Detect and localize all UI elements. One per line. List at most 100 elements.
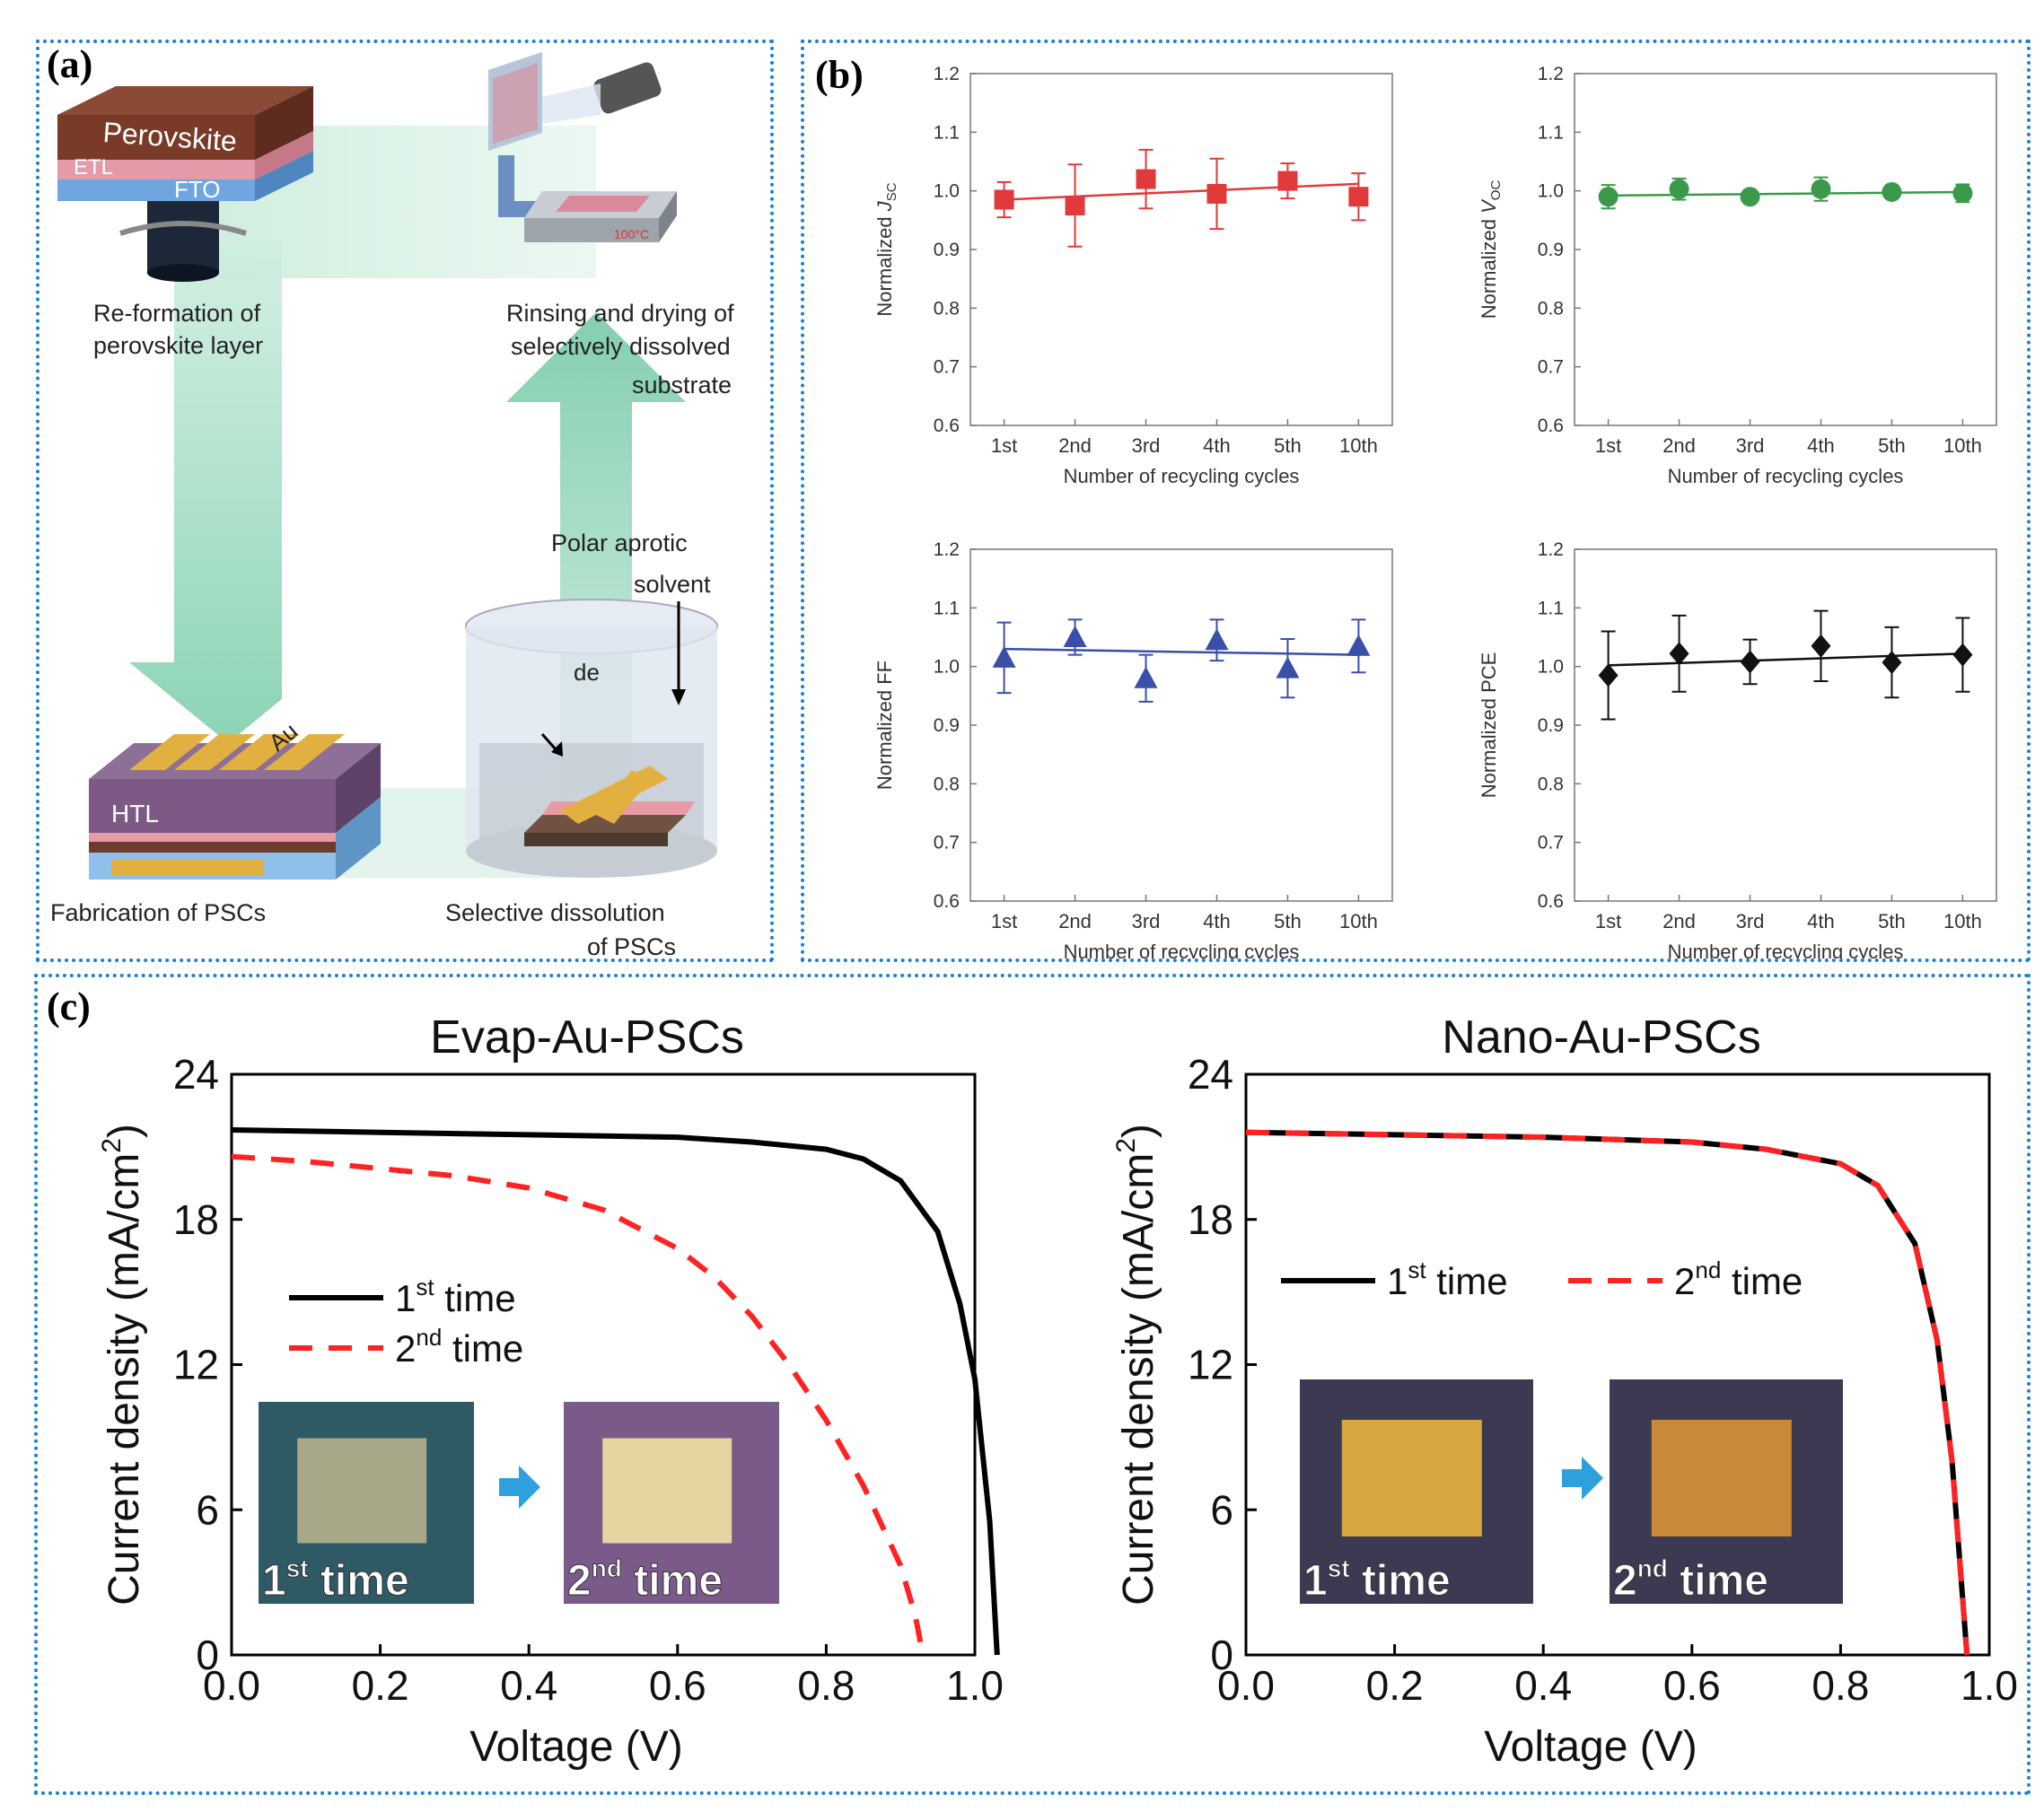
data-point <box>1206 183 1227 204</box>
data-point <box>1882 181 1902 202</box>
chart-pce: 0.6 0.7 0.8 0.9 1.0 1.1 1.2 1st 2nd 3rd 4th 5th 10th… <box>1478 539 1997 959</box>
y-axis-label: Current density (mA/cm2) <box>97 1124 148 1606</box>
data-point <box>1347 634 1371 656</box>
y-tick-label: 1.1 <box>934 598 960 618</box>
plot-frame <box>969 73 1393 426</box>
y-tick-label: 0.8 <box>934 774 960 794</box>
y-tick-label: 18 <box>173 1196 219 1243</box>
rinse-text-1: Rinsing and drying of <box>506 300 734 327</box>
y-tick-label: 1.1 <box>934 122 960 143</box>
x-tick-label: 3rd <box>1736 434 1765 457</box>
up-flow-arrow <box>506 312 686 815</box>
psc-device: HTL Au <box>89 717 381 880</box>
x-tick-label: 0.6 <box>1663 1662 1721 1709</box>
plot-frame <box>969 548 1393 902</box>
x-axis-label: Number of recycling cycles <box>1064 465 1300 487</box>
photo-caption: 1st time <box>1303 1554 1451 1605</box>
data-point <box>1598 187 1619 207</box>
x-tick-label: 10th <box>1943 910 1982 932</box>
x-tick-label: 3rd <box>1132 910 1161 932</box>
photo-electrode <box>1341 1420 1482 1536</box>
recycling-charts: 0.6 0.7 0.8 0.9 1.0 1.1 1.2 1st 2nd 3rd 4th 5th 10th… <box>873 64 1997 959</box>
y-tick-label: 1.2 <box>1538 64 1564 84</box>
y-tick-label: 1.1 <box>1538 122 1564 143</box>
series-line-2 <box>231 1153 926 1656</box>
x-axis-label: Number of recycling cycles <box>1668 941 1904 959</box>
y-tick-label: 1.0 <box>1538 657 1564 678</box>
x-tick-label: 10th <box>1339 910 1378 932</box>
y-tick-label: 1.2 <box>934 64 960 84</box>
data-point <box>1136 169 1156 189</box>
data-point <box>1811 634 1831 658</box>
y-axis-label: Normalized JSC <box>873 182 899 316</box>
x-tick-label: 2nd <box>1058 434 1092 457</box>
y-tick-label: 24 <box>1188 1051 1233 1098</box>
x-axis-label: Number of recycling cycles <box>1064 941 1300 959</box>
chart-title: Evap-Au-PSCs <box>430 1011 744 1064</box>
y-tick-label: 0 <box>1210 1632 1233 1678</box>
device-photo: 2nd time <box>564 1402 779 1606</box>
data-point <box>1669 642 1689 666</box>
photo-caption: 2nd time <box>1613 1554 1768 1605</box>
plot-frame <box>1574 548 1997 902</box>
photo-electrode <box>297 1438 427 1544</box>
y-tick-label: 0.9 <box>934 240 960 260</box>
x-tick-label: 5th <box>1878 910 1906 932</box>
x-tick-label: 0.8 <box>797 1662 855 1709</box>
x-tick-label: 1st <box>991 910 1017 932</box>
data-point <box>1811 179 1831 199</box>
series-line-1 <box>231 1127 1000 1656</box>
chart-nano: Nano-Au-PSCs 0.0 0.2 0.4 0.6 0.8 1.0 0 6 12 18 24 Vo… <box>1111 1011 2018 1771</box>
fit-line <box>1608 190 1963 197</box>
x-tick-label: 3rd <box>1132 434 1161 457</box>
fit-line <box>1004 647 1359 656</box>
x-tick-label: 1.0 <box>1961 1662 2018 1709</box>
data-point <box>1882 651 1902 675</box>
x-axis-label: Number of recycling cycles <box>1668 465 1904 487</box>
y-tick-label: 24 <box>173 1051 219 1098</box>
fit-line <box>1608 652 1963 667</box>
y-tick-label: 0.6 <box>934 416 960 436</box>
chart-title: Nano-Au-PSCs <box>1442 1011 1760 1064</box>
x-tick-label: 2nd <box>1662 910 1696 932</box>
solvent-beaker: de <box>465 599 718 878</box>
reform-text-2: perovskite layer <box>93 332 263 359</box>
x-tick-label: 4th <box>1203 910 1231 932</box>
solvent-text-1: Polar aprotic <box>551 530 688 556</box>
perovskite-stack: Perovskite ETL FTO <box>57 86 313 282</box>
fit-line <box>1004 182 1359 201</box>
data-point <box>1598 663 1619 687</box>
temperature-label: 100°C <box>614 227 649 241</box>
x-tick-label: 0.4 <box>1514 1662 1572 1709</box>
x-tick-label: 10th <box>1943 434 1982 457</box>
x-tick-label: 1.0 <box>946 1662 1004 1709</box>
legend-label: 1st time <box>395 1274 516 1319</box>
x-axis-label: Voltage (V) <box>469 1723 682 1771</box>
panel-c-label: (c) <box>47 985 91 1029</box>
panel-a-label: (a) <box>47 42 93 86</box>
rinse-text-3: substrate <box>632 372 732 398</box>
chart-voc: 0.6 0.7 0.8 0.9 1.0 1.1 1.2 1st 2nd 3rd 4th 5th 10th… <box>1478 64 1997 487</box>
device-photo: 1st time <box>1300 1379 1533 1606</box>
reform-text-1: Re-formation of <box>93 300 261 327</box>
y-tick-label: 0.7 <box>934 833 960 853</box>
legend-label: 2nd time <box>1674 1256 1803 1302</box>
x-axis-label: Voltage (V) <box>1484 1723 1697 1771</box>
data-point <box>1134 666 1158 688</box>
device-photo: 1st time <box>259 1402 474 1606</box>
data-point <box>1740 650 1760 674</box>
fto-label: FTO <box>174 176 221 203</box>
photo-arrow <box>1562 1457 1603 1500</box>
y-tick-label: 0.9 <box>1538 240 1564 260</box>
photo-electrode <box>1651 1420 1792 1536</box>
y-tick-label: 1.0 <box>934 181 960 202</box>
partial-label: de <box>574 659 600 686</box>
y-tick-label: 1.2 <box>1538 539 1564 560</box>
chart-ff: 0.6 0.7 0.8 0.9 1.0 1.1 1.2 1st 2nd 3rd 4th 5th 10th… <box>873 539 1393 959</box>
spray-hotplate: 100°C <box>488 52 677 242</box>
data-point <box>992 645 1016 668</box>
data-point <box>1277 171 1298 191</box>
y-axis-label: Normalized VOC <box>1478 180 1504 320</box>
y-tick-label: 0 <box>196 1632 219 1678</box>
photo-caption: 1st time <box>262 1554 409 1605</box>
